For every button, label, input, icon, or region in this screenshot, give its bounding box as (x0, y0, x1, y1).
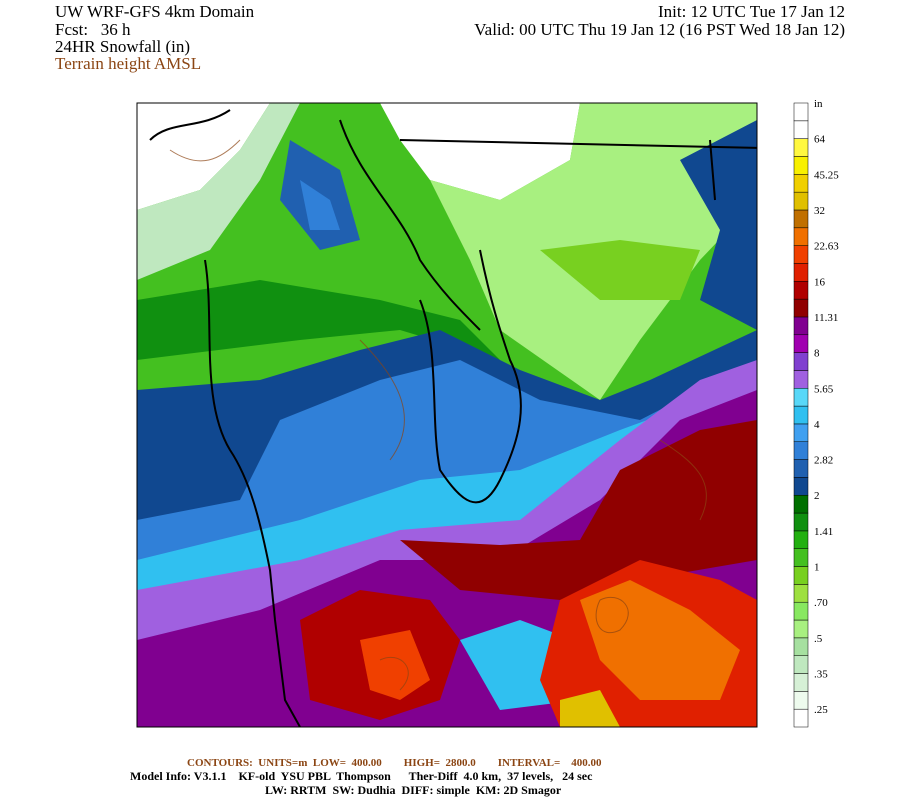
colorbar-box (793, 655, 809, 674)
colorbar-label: 64 (814, 134, 826, 146)
colorbar-label: 32 (814, 205, 825, 217)
contour-field: Terrain height AMSL (55, 54, 201, 73)
colorbar-label: 4 (814, 419, 820, 431)
colorbar-box (793, 494, 809, 514)
colorbar-box (793, 530, 809, 549)
map (137, 103, 757, 727)
colorbar-box (793, 423, 809, 442)
colorbar-label: .70 (814, 597, 828, 609)
colorbar-box (793, 138, 809, 157)
colorbar: in .25 .35 .5 .70 1 1.41 2 2.82 4 5.65 8 11.31 16 22.6… (793, 98, 839, 728)
colorbar-box (793, 352, 809, 371)
init-time: Init: 12 UTC Tue 17 Jan 12 (658, 2, 845, 21)
colorbar-label: 11.31 (814, 312, 838, 324)
colorbar-box (793, 227, 809, 246)
colorbar-box (793, 298, 809, 318)
colorbar-box (793, 601, 809, 621)
colorbar-box (793, 388, 809, 407)
forecast: Fcst: 36 h (55, 20, 131, 39)
colorbar-label: .25 (814, 704, 828, 716)
colorbar-box (793, 512, 809, 532)
colorbar-label: 1 (814, 562, 820, 574)
colorbar-box (793, 673, 809, 692)
colorbar-box (793, 548, 809, 567)
colorbar-box (793, 441, 809, 460)
colorbar-box (793, 191, 809, 211)
colorbar-box (793, 245, 809, 264)
colorbar-unit: in (814, 98, 823, 110)
colorbar-box (793, 619, 809, 639)
colorbar-box (793, 637, 809, 656)
map-frame (136, 102, 758, 728)
colorbar-label: 45.25 (814, 169, 839, 181)
colorbar-box (793, 174, 809, 193)
colorbar-label: 2.82 (814, 455, 833, 467)
colorbar-box (793, 102, 809, 122)
colorbar-box (793, 316, 809, 336)
colorbar-label: .35 (814, 669, 828, 681)
colorbar-box (793, 459, 809, 478)
colorbar-box (793, 156, 809, 175)
colorbar-label: 2 (814, 490, 820, 502)
valid-time: Valid: 00 UTC Thu 19 Jan 12 (16 PST Wed … (474, 20, 845, 39)
colorbar-box (793, 281, 809, 300)
colorbar-box (793, 708, 809, 728)
colorbar-label: 16 (814, 276, 826, 288)
colorbar-box (793, 120, 809, 139)
colorbar-box (793, 691, 809, 710)
title: UW WRF-GFS 4km Domain (55, 2, 255, 21)
colorbar-box (793, 334, 809, 353)
colorbar-box (793, 566, 809, 585)
colorbar-box (793, 209, 809, 229)
colorbar-label: 1.41 (814, 526, 833, 538)
colorbar-box (793, 405, 809, 425)
colorbar-label: 22.63 (814, 241, 839, 253)
contour-info: CONTOURS: UNITS=m LOW= 400.00 HIGH= 2800… (187, 757, 602, 769)
colorbar-label: .5 (814, 633, 823, 645)
colorbar-label: 5.65 (814, 383, 834, 395)
model-info: Model Info: V3.1.1 KF-old YSU PBL Thomps… (130, 769, 593, 783)
physics-info: LW: RRTM SW: Dudhia DIFF: simple KM: 2D … (265, 783, 562, 797)
colorbar-box (793, 370, 809, 389)
colorbar-box (793, 584, 809, 603)
colorbar-box (793, 263, 809, 282)
colorbar-box (793, 477, 809, 496)
field: 24HR Snowfall (in) (55, 37, 190, 56)
colorbar-label: 8 (814, 348, 820, 360)
